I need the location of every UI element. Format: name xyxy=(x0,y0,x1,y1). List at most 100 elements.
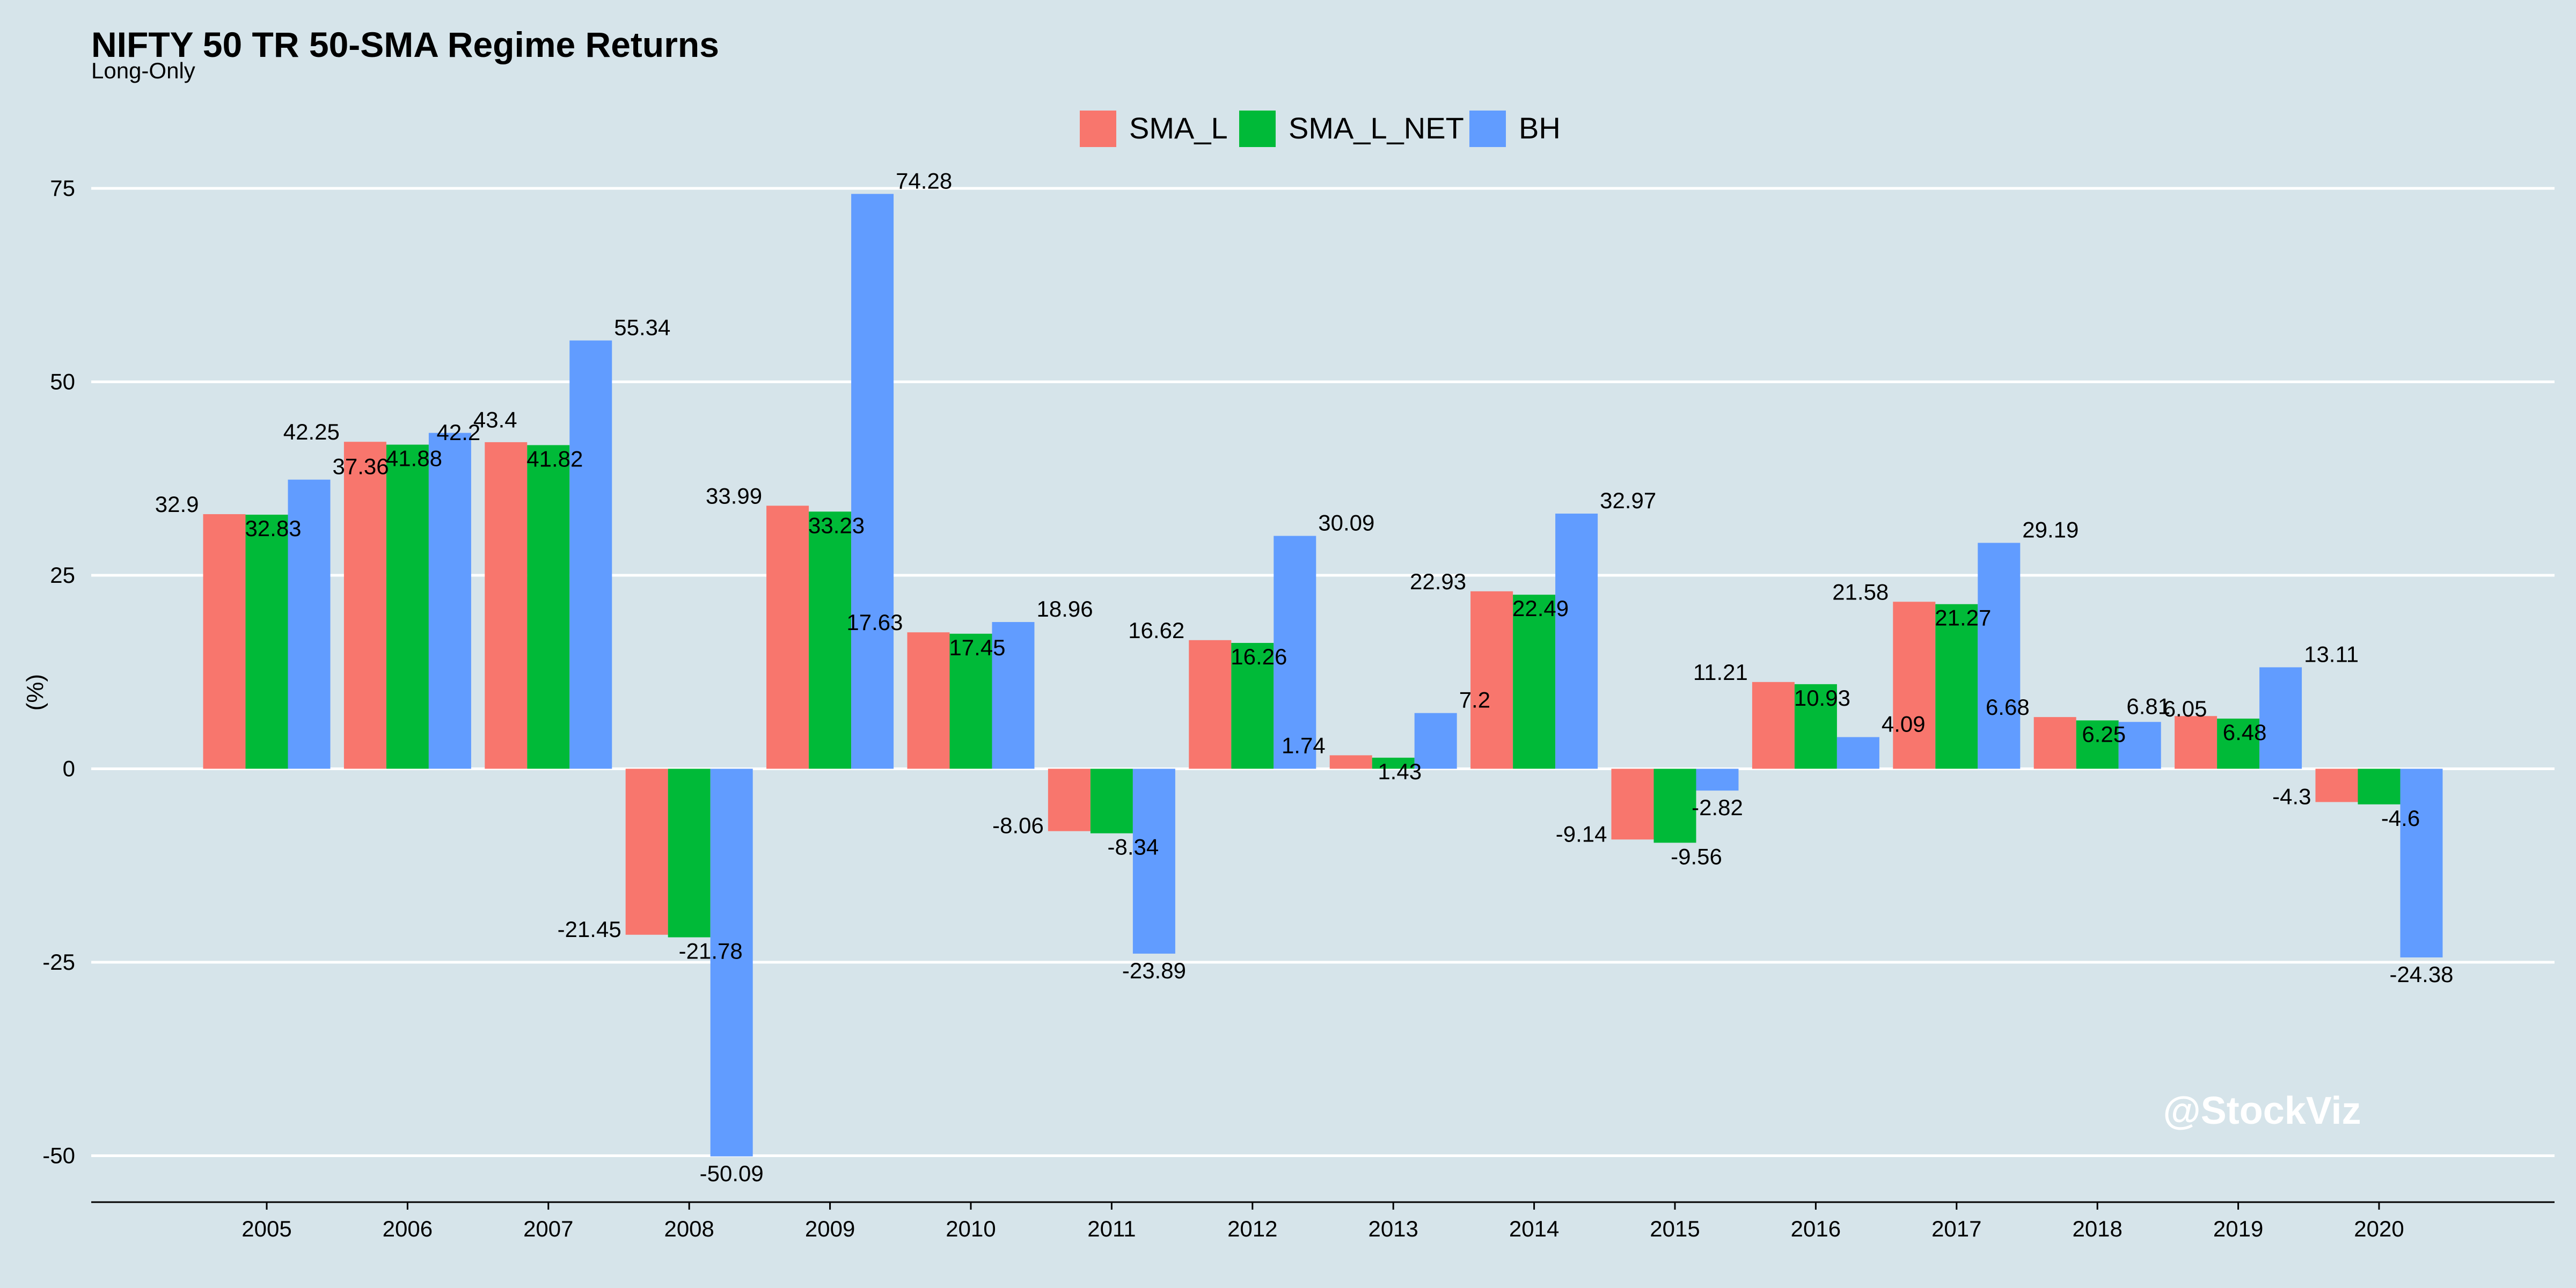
data-label: 13.11 xyxy=(2304,641,2359,667)
data-label: 6.48 xyxy=(2223,720,2267,745)
bar-sma-l-2007 xyxy=(485,442,528,769)
x-tick-label: 2017 xyxy=(1931,1216,1981,1241)
bar-bh-2011 xyxy=(1132,769,1175,954)
bar-bh-2020 xyxy=(2400,769,2443,958)
bar-sma-l-net-2015 xyxy=(1653,769,1696,843)
x-tick-label: 2015 xyxy=(1650,1216,1700,1241)
bar-sma-l-2011 xyxy=(1048,769,1091,831)
bar-sma-l-2006 xyxy=(343,442,386,769)
bar-sma-l-2017 xyxy=(1893,602,1936,769)
bar-sma-l-net-2009 xyxy=(809,511,852,769)
data-label: 22.49 xyxy=(1512,596,1569,621)
data-label: 6.68 xyxy=(1986,694,2030,720)
x-tick-label: 2013 xyxy=(1368,1216,1418,1241)
data-label: 32.9 xyxy=(155,492,199,517)
chart-subtitle: Long-Only xyxy=(91,58,195,83)
bar-sma-l-net-2013 xyxy=(1372,757,1415,769)
data-label: 4.09 xyxy=(1882,711,1926,736)
x-tick-label: 2010 xyxy=(946,1216,996,1241)
data-label: -21.78 xyxy=(679,939,743,964)
legend-swatch-bh xyxy=(1469,111,1506,147)
data-label: -21.45 xyxy=(558,917,621,942)
x-tick-label: 2018 xyxy=(2072,1216,2122,1241)
y-tick-label: 25 xyxy=(50,562,75,588)
bar-bh-2008 xyxy=(710,769,753,1157)
x-tick-label: 2009 xyxy=(805,1216,855,1241)
data-label: 42.25 xyxy=(283,419,340,444)
legend-swatch-sma-l xyxy=(1080,111,1116,147)
data-label: 7.2 xyxy=(1459,687,1490,713)
data-label: 37.36 xyxy=(333,454,389,479)
data-label: 6.81 xyxy=(2126,693,2170,719)
bar-bh-2006 xyxy=(428,433,471,769)
data-label: -8.06 xyxy=(992,813,1044,838)
x-tick-label: 2006 xyxy=(383,1216,433,1241)
bar-sma-l-net-2006 xyxy=(386,444,429,769)
bar-bh-2016 xyxy=(1836,737,1879,769)
bar-sma-l-2010 xyxy=(907,632,950,769)
legend-label: SMA_L xyxy=(1129,111,1228,145)
data-label: 11.21 xyxy=(1693,660,1748,685)
x-tick-label: 2016 xyxy=(1791,1216,1841,1241)
data-label: 43.4 xyxy=(473,407,517,433)
data-labels: 32.9 32.83 37.36 42.25 41.88 43.442.2 41.82 55.… xyxy=(155,168,2454,1185)
data-label: 16.62 xyxy=(1128,618,1184,643)
data-label: -24.38 xyxy=(2389,962,2453,987)
bar-sma-l-net-2008 xyxy=(668,769,711,938)
data-label: 6.25 xyxy=(2082,721,2126,747)
data-label: 30.09 xyxy=(1318,510,1374,536)
bar-bh-2009 xyxy=(851,194,894,769)
x-tick-label: 2007 xyxy=(523,1216,573,1241)
bar-sma-l-net-2007 xyxy=(527,445,570,769)
bar-sma-l-2016 xyxy=(1752,682,1795,769)
x-tick-label: 2020 xyxy=(2354,1216,2404,1241)
bar-sma-l-2020 xyxy=(2315,769,2358,802)
bar-bh-2018 xyxy=(2118,722,2161,769)
bar-sma-l-2019 xyxy=(2175,716,2218,769)
data-label: 6.05 xyxy=(2163,696,2207,721)
data-label: 42.2 xyxy=(437,420,481,445)
chart-title: NIFTY 50 TR 50-SMA Regime Returns xyxy=(91,25,719,64)
bar-bh-2017 xyxy=(1978,543,2021,769)
data-label: 74.28 xyxy=(896,168,952,193)
data-label: 1.74 xyxy=(1282,733,1326,758)
data-label: -4.6 xyxy=(2381,806,2420,831)
legend-swatch-sma-l-net xyxy=(1239,111,1276,147)
bar-sma-l-net-2020 xyxy=(2358,769,2401,804)
bar-bh-2015 xyxy=(1696,769,1739,791)
data-label: 32.83 xyxy=(245,516,301,541)
data-label: 21.27 xyxy=(1935,605,1991,631)
data-label: 21.58 xyxy=(1832,579,1889,604)
bar-sma-l-2013 xyxy=(1329,755,1372,769)
data-label: 29.19 xyxy=(2022,517,2079,543)
bar-sma-l-net-2019 xyxy=(2217,719,2260,769)
data-label: 32.97 xyxy=(1600,488,1656,513)
data-label: -2.82 xyxy=(1692,795,1743,820)
bar-sma-l-net-2017 xyxy=(1935,604,1978,769)
bar-bh-2005 xyxy=(288,479,331,769)
watermark-text: @StockViz xyxy=(2163,1089,2361,1132)
bar-bh-2010 xyxy=(992,622,1035,769)
bar-sma-l-2005 xyxy=(203,514,246,769)
bar-sma-l-2015 xyxy=(1611,769,1654,840)
data-label: -4.3 xyxy=(2272,784,2311,809)
data-label: 33.23 xyxy=(808,513,865,538)
legend: SMA_L SMA_L_NET BH xyxy=(1080,111,1561,147)
bar-sma-l-net-2005 xyxy=(245,515,288,769)
legend-label: BH xyxy=(1519,111,1561,145)
data-label: 1.43 xyxy=(1378,759,1422,784)
x-tick-label: 2012 xyxy=(1227,1216,1277,1241)
x-tick-label: 2008 xyxy=(664,1216,714,1241)
bar-sma-l-2008 xyxy=(625,769,668,935)
bar-sma-l-net-2011 xyxy=(1090,769,1133,833)
y-tick-label: -25 xyxy=(42,949,75,975)
data-label: -8.34 xyxy=(1108,835,1159,860)
bar-sma-l-net-2018 xyxy=(2076,720,2119,769)
axes: 75 50 25 0 -25 -50 2005 2006 2007 2008 2009 2010 201… xyxy=(42,175,2555,1241)
bar-sma-l-2009 xyxy=(766,506,809,769)
data-label: 41.82 xyxy=(526,446,583,471)
data-label: 22.93 xyxy=(1410,569,1466,594)
y-tick-label: -50 xyxy=(42,1143,75,1168)
bar-bh-2007 xyxy=(569,340,612,769)
bar-sma-l-net-2016 xyxy=(1794,684,1837,769)
